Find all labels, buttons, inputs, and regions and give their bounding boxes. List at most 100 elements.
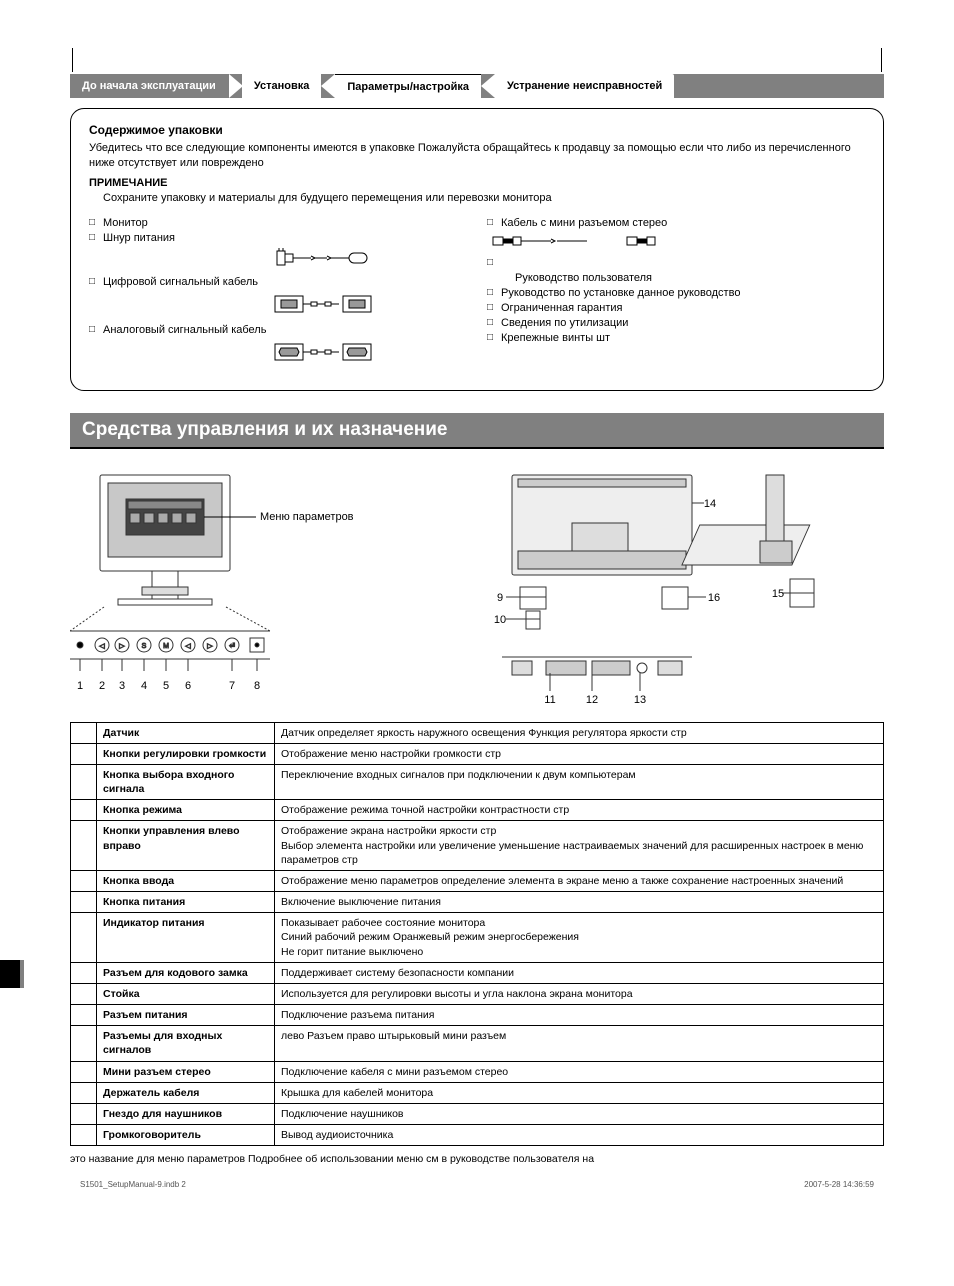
table-row: Разъем для кодового замкаПоддерживает си… <box>71 962 884 983</box>
table-row: Разъемы для входных сигналовлево Разъем … <box>71 1026 884 1061</box>
table-cell-desc: Включение выключение питания <box>275 892 884 913</box>
svg-text:16: 16 <box>708 592 720 604</box>
footnote: это название для меню параметров Подробн… <box>70 1152 884 1167</box>
table-cell-desc: лево Разъем право штырьковый мини разъем <box>275 1026 884 1061</box>
table-cell-label: Громкоговоритель <box>97 1125 275 1146</box>
table-cell-label: Кнопки регулировки громкости <box>97 743 275 764</box>
table-cell-num <box>71 722 97 743</box>
diagram-front: ◁ ▷ S M ◁ ▷ ⏎ <box>70 467 462 710</box>
table-cell-label: Индикатор питания <box>97 913 275 963</box>
digital-cable-icon <box>183 292 373 316</box>
table-row: Кнопка выбора входного сигналаПереключен… <box>71 764 884 799</box>
table-cell-desc: Отображение меню настройки громкости стр <box>275 743 884 764</box>
pkg-item: Аналоговый сигнальный кабель <box>89 324 467 336</box>
pkg-item: Сведения по утилизации <box>487 317 865 329</box>
crop-mark <box>881 48 882 72</box>
power-cord-icon <box>183 248 373 268</box>
svg-text:3: 3 <box>119 680 125 692</box>
svg-text:S: S <box>142 643 147 650</box>
diagram-back: 9 10 14 15 16 11 12 13 <box>492 467 884 710</box>
table-cell-num <box>71 800 97 821</box>
package-col-right: Кабель с мини разъемом стерео Руководс <box>487 214 865 372</box>
menu-label: Меню параметров <box>260 511 354 523</box>
pkg-item: Монитор <box>89 217 467 229</box>
table-cell-label: Кнопка питания <box>97 892 275 913</box>
svg-text:12: 12 <box>586 694 598 706</box>
monitor-front-svg: ◁ ▷ S M ◁ ▷ ⏎ <box>70 467 370 707</box>
package-title: Содержимое упаковки <box>89 123 865 137</box>
note-text: Сохраните упаковку и материалы для будущ… <box>89 191 865 206</box>
svg-text:7: 7 <box>229 680 235 692</box>
svg-text:8: 8 <box>254 680 260 692</box>
table-cell-num <box>71 1061 97 1082</box>
tab-before-use: До начала эксплуатации <box>70 74 228 98</box>
svg-text:4: 4 <box>141 680 147 692</box>
svg-text:M: M <box>163 643 169 650</box>
tab-bar: До начала эксплуатации Установка Парамет… <box>70 74 884 98</box>
table-row: ДатчикДатчик определяет яркость наружног… <box>71 722 884 743</box>
table-row: Держатель кабеляКрышка для кабелей монит… <box>71 1082 884 1103</box>
table-cell-desc: Подключение наушников <box>275 1103 884 1124</box>
stereo-cable-icon <box>487 233 677 249</box>
pkg-item: Руководство по установке данное руководс… <box>487 287 865 299</box>
tab-install: Установка <box>242 74 322 98</box>
table-cell-label: Датчик <box>97 722 275 743</box>
table-cell-num <box>71 962 97 983</box>
table-cell-num <box>71 870 97 891</box>
footer: S1501_SetupManual-9.indb 2 2007-5-28 14:… <box>80 1180 874 1189</box>
controls-table: ДатчикДатчик определяет яркость наружног… <box>70 722 884 1147</box>
table-cell-num <box>71 764 97 799</box>
package-col-left: Монитор Шнур питания Цифровой с <box>89 214 467 372</box>
crop-mark <box>72 48 73 72</box>
svg-text:11: 11 <box>544 694 555 706</box>
tab-settings: Параметры/настройка <box>335 74 481 98</box>
pkg-item: Цифровой сигнальный кабель <box>89 276 467 288</box>
table-cell-label: Гнездо для наушников <box>97 1103 275 1124</box>
table-cell-desc: Поддерживает систему безопасности компан… <box>275 962 884 983</box>
svg-text:◁: ◁ <box>185 643 191 650</box>
table-row: Кнопка питанияВключение выключение питан… <box>71 892 884 913</box>
pkg-item: Ограниченная гарантия <box>487 302 865 314</box>
pkg-item-blank <box>487 257 865 269</box>
table-cell-num <box>71 1082 97 1103</box>
pkg-item-sub: Руководство пользователя <box>487 272 865 284</box>
pkg-item: Кабель с мини разъемом стерео <box>487 217 865 229</box>
package-columns: Монитор Шнур питания Цифровой с <box>89 214 865 372</box>
svg-text:6: 6 <box>185 680 191 692</box>
section-banner: Средства управления и их назначение <box>70 413 884 449</box>
table-cell-label: Кнопки управления влево вправо <box>97 821 275 871</box>
svg-text:⏎: ⏎ <box>229 642 235 650</box>
table-cell-desc: Отображение экрана настройки яркости стр… <box>275 821 884 871</box>
tab-divider <box>481 74 495 98</box>
tab-divider <box>321 74 335 98</box>
note-label: ПРИМЕЧАНИЕ <box>89 177 865 189</box>
table-cell-desc: Переключение входных сигналов при подклю… <box>275 764 884 799</box>
table-row: Разъем питанияПодключение разъема питани… <box>71 1005 884 1026</box>
table-cell-label: Кнопка выбора входного сигнала <box>97 764 275 799</box>
table-cell-desc: Подключение разъема питания <box>275 1005 884 1026</box>
table-cell-label: Кнопка режима <box>97 800 275 821</box>
svg-text:5: 5 <box>163 680 169 692</box>
table-cell-num <box>71 743 97 764</box>
package-box: Содержимое упаковки Убедитесь что все сл… <box>70 108 884 391</box>
table-row: СтойкаИспользуется для регулировки высот… <box>71 983 884 1004</box>
table-row: Кнопки регулировки громкостиОтображение … <box>71 743 884 764</box>
table-cell-num <box>71 892 97 913</box>
table-cell-num <box>71 913 97 963</box>
table-cell-label: Разъем для кодового замка <box>97 962 275 983</box>
table-row: Кнопка режимаОтображение режима точной н… <box>71 800 884 821</box>
table-cell-desc: Вывод аудиоисточника <box>275 1125 884 1146</box>
svg-text:▷: ▷ <box>119 643 125 650</box>
footer-right: 2007-5-28 14:36:59 <box>804 1180 874 1189</box>
table-row: Индикатор питанияПоказывает рабочее сост… <box>71 913 884 963</box>
svg-text:14: 14 <box>704 498 716 510</box>
table: ДатчикДатчик определяет яркость наружног… <box>70 722 884 1147</box>
table-cell-num <box>71 1005 97 1026</box>
svg-text:2: 2 <box>99 680 105 692</box>
table-cell-label: Разъемы для входных сигналов <box>97 1026 275 1061</box>
table-cell-label: Стойка <box>97 983 275 1004</box>
table-cell-label: Разъем питания <box>97 1005 275 1026</box>
svg-text:◁: ◁ <box>99 643 105 650</box>
table-row: Мини разъем стереоПодключение кабеля с м… <box>71 1061 884 1082</box>
table-cell-label: Мини разъем стерео <box>97 1061 275 1082</box>
